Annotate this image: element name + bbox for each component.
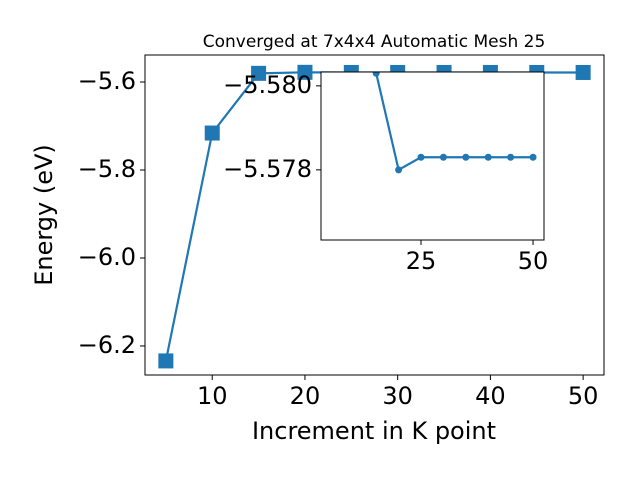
- marker: [204, 125, 220, 141]
- y-tick-label: −5.8: [78, 155, 136, 183]
- inset-frame: [320, 71, 545, 241]
- x-tick-label: 50: [518, 247, 549, 275]
- y-tick-label: −5.6: [78, 67, 136, 95]
- y-axis-label: Energy (eV): [30, 144, 58, 286]
- x-tick-label: 20: [290, 382, 321, 410]
- marker: [575, 64, 591, 80]
- chart-title: Converged at 7x4x4 Automatic Mesh 25: [203, 32, 546, 52]
- marker: [484, 153, 492, 161]
- marker: [395, 166, 403, 174]
- line: [375, 72, 534, 172]
- marker: [507, 153, 515, 161]
- marker: [372, 72, 380, 77]
- marker: [297, 64, 313, 80]
- x-tick-label: 50: [568, 382, 599, 410]
- x-tick-label: 10: [197, 382, 228, 410]
- y-tick-label: −6.0: [78, 243, 136, 271]
- y-tick-label: −5.578: [223, 155, 312, 183]
- marker: [158, 353, 174, 369]
- y-tick-label: −5.580: [223, 71, 312, 99]
- marker: [417, 153, 425, 161]
- y-tick-label: −6.2: [78, 331, 136, 359]
- x-tick-label: 30: [382, 382, 413, 410]
- x-tick-label: 25: [406, 247, 437, 275]
- marker: [462, 153, 470, 161]
- x-axis-label: Increment in K point: [252, 417, 496, 445]
- inset-area: [321, 72, 544, 240]
- axes-frame: [144, 54, 605, 376]
- marker: [529, 153, 537, 161]
- marker: [439, 153, 447, 161]
- x-tick-label: 40: [475, 382, 506, 410]
- marker: [251, 65, 267, 81]
- inset-plot: [372, 72, 537, 174]
